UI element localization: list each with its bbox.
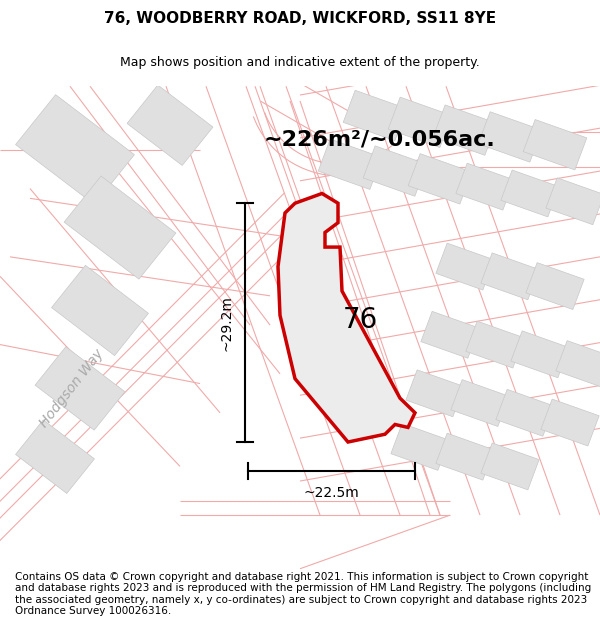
Text: ~22.5m: ~22.5m (304, 486, 359, 500)
Polygon shape (451, 379, 509, 426)
Polygon shape (278, 194, 415, 442)
Polygon shape (318, 139, 382, 189)
Polygon shape (406, 370, 464, 417)
Polygon shape (391, 424, 449, 471)
Polygon shape (16, 94, 134, 204)
Polygon shape (127, 85, 213, 166)
Text: ~226m²/~0.056ac.: ~226m²/~0.056ac. (264, 130, 496, 150)
Polygon shape (481, 253, 539, 300)
Text: Hodgson Way: Hodgson Way (37, 347, 107, 430)
Text: Map shows position and indicative extent of the property.: Map shows position and indicative extent… (120, 56, 480, 69)
Polygon shape (511, 331, 569, 378)
Polygon shape (541, 399, 599, 446)
Polygon shape (388, 97, 452, 148)
Polygon shape (456, 163, 514, 210)
Polygon shape (556, 341, 600, 388)
Text: Contains OS data © Crown copyright and database right 2021. This information is : Contains OS data © Crown copyright and d… (15, 571, 591, 616)
Polygon shape (546, 178, 600, 225)
Polygon shape (408, 154, 472, 204)
Polygon shape (501, 170, 559, 217)
Polygon shape (35, 347, 125, 430)
Polygon shape (52, 266, 148, 356)
Polygon shape (466, 321, 524, 368)
Polygon shape (436, 243, 494, 290)
Polygon shape (363, 146, 427, 196)
Polygon shape (481, 443, 539, 490)
Polygon shape (343, 90, 407, 141)
Text: ~29.2m: ~29.2m (220, 295, 234, 351)
Text: 76, WOODBERRY ROAD, WICKFORD, SS11 8YE: 76, WOODBERRY ROAD, WICKFORD, SS11 8YE (104, 11, 496, 26)
Polygon shape (16, 420, 94, 494)
Polygon shape (526, 262, 584, 309)
Polygon shape (433, 105, 497, 155)
Text: 76: 76 (343, 306, 377, 334)
Polygon shape (523, 119, 587, 170)
Polygon shape (496, 389, 554, 436)
Polygon shape (64, 176, 176, 279)
Polygon shape (436, 433, 494, 480)
Polygon shape (421, 311, 479, 358)
Polygon shape (478, 112, 542, 162)
